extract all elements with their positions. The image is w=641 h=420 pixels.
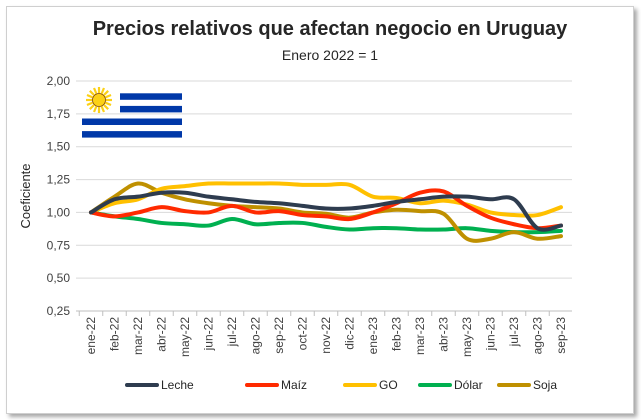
x-tick-label: feb-23 bbox=[390, 317, 404, 351]
sun-ray bbox=[105, 94, 112, 99]
sun-ray bbox=[93, 106, 98, 113]
y-tick-label: 1,25 bbox=[47, 173, 71, 187]
sun-ray bbox=[89, 104, 95, 110]
flag-stripe bbox=[82, 131, 182, 138]
x-tick-label: may-23 bbox=[460, 317, 474, 357]
x-tick-label: nov-22 bbox=[319, 317, 333, 354]
legend-label: GO bbox=[379, 378, 398, 392]
x-tick-label: oct-22 bbox=[296, 317, 310, 351]
x-tick-label: jul-23 bbox=[507, 317, 521, 348]
x-tick-label: ene-23 bbox=[366, 317, 380, 355]
sun-ray bbox=[103, 90, 109, 96]
x-tick-label: mar-23 bbox=[413, 317, 427, 355]
chart-subtitle: Enero 2022 = 1 bbox=[281, 47, 379, 63]
axes: 0,25 0,50 0,75 1,00 1,25 1,50 1,75 2,00 ene-22 fe… bbox=[47, 74, 572, 357]
y-tick-label: 1,50 bbox=[47, 140, 71, 154]
x-tick-label: sep-22 bbox=[272, 317, 286, 354]
series-line-dólar bbox=[89, 210, 563, 235]
flag-stripe bbox=[120, 105, 182, 113]
series-line-go bbox=[89, 181, 563, 218]
series-lines bbox=[89, 181, 563, 243]
series-line-leche bbox=[89, 190, 563, 232]
x-tick-label: ene-22 bbox=[84, 317, 98, 355]
x-tick-label: abr-23 bbox=[437, 317, 451, 352]
x-tick-label: ago-22 bbox=[249, 317, 263, 355]
legend-label: Dólar bbox=[454, 378, 483, 392]
sun-ray bbox=[100, 87, 105, 94]
flag-stripe bbox=[82, 118, 182, 125]
y-tick-label: 1,75 bbox=[47, 107, 71, 121]
legend-label: Soja bbox=[533, 378, 557, 392]
legend: Leche Maíz GO Dólar Soja bbox=[125, 378, 557, 392]
x-tick-label: ago-23 bbox=[531, 317, 545, 355]
x-tick-label: dic-22 bbox=[343, 317, 357, 350]
chart-title: Precios relativos que afectan negocio en… bbox=[92, 18, 568, 40]
legend-label: Leche bbox=[161, 378, 194, 392]
uruguay-flag bbox=[82, 87, 182, 138]
y-tick-label: 0,50 bbox=[47, 271, 71, 285]
y-tick-label: 2,00 bbox=[47, 74, 71, 88]
sun-icon bbox=[92, 93, 106, 107]
x-tick-label: abr-22 bbox=[155, 317, 169, 352]
x-tick-label: may-22 bbox=[178, 317, 192, 357]
x-tick-label: jun-22 bbox=[202, 317, 216, 352]
x-tick-label: jun-23 bbox=[484, 317, 498, 352]
y-tick-label: 1,00 bbox=[47, 205, 71, 219]
sun-ray bbox=[86, 101, 93, 106]
flag-stripe bbox=[120, 93, 182, 100]
y-axis-label: Coeficiente bbox=[18, 163, 33, 228]
x-tick-label: feb-22 bbox=[108, 317, 122, 351]
sun-ray bbox=[100, 106, 105, 113]
y-tick-label: 0,25 bbox=[47, 304, 71, 318]
chart-frame bbox=[6, 6, 634, 414]
legend-label: Maíz bbox=[281, 378, 307, 392]
x-tick-label: mar-22 bbox=[131, 317, 145, 355]
series-line-maíz bbox=[89, 188, 563, 231]
sun-ray bbox=[105, 101, 112, 106]
sun-ray bbox=[93, 87, 98, 94]
sun-ray bbox=[86, 94, 93, 99]
sun-ray bbox=[103, 104, 109, 110]
sun-ray bbox=[89, 90, 95, 96]
y-tick-label: 0,75 bbox=[47, 238, 71, 252]
x-tick-label: sep-23 bbox=[554, 317, 568, 354]
series-line-soja bbox=[89, 181, 563, 243]
x-tick-label: jul-22 bbox=[225, 317, 239, 348]
